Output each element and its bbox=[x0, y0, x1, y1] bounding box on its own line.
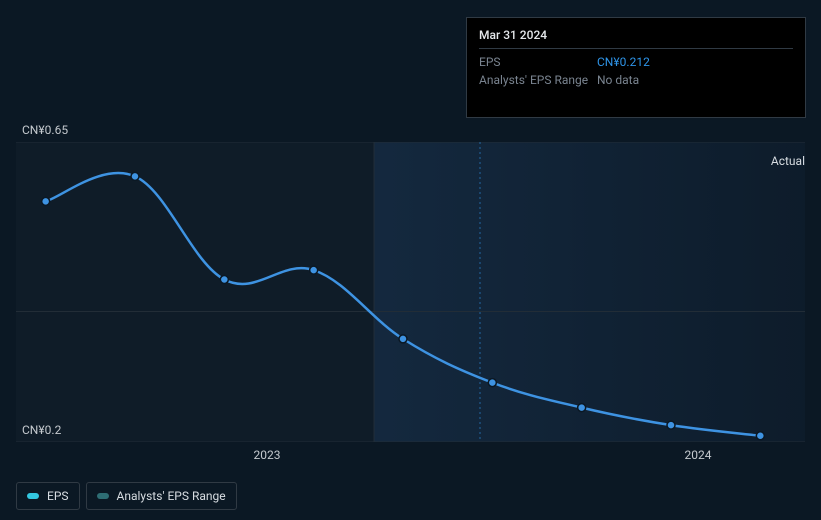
series-marker[interactable] bbox=[220, 276, 228, 284]
tooltip-row: EPSCN¥0.212 bbox=[479, 53, 793, 71]
x-axis-label: 2023 bbox=[254, 448, 281, 462]
series-marker[interactable] bbox=[667, 421, 675, 429]
chart-tooltip: Mar 31 2024 EPSCN¥0.212Analysts' EPS Ran… bbox=[466, 17, 806, 118]
legend-analysts-range[interactable]: Analysts' EPS Range bbox=[86, 482, 237, 510]
tooltip-row-label: EPS bbox=[479, 53, 597, 71]
series-marker[interactable] bbox=[131, 172, 139, 180]
series-marker[interactable] bbox=[488, 379, 496, 387]
legend-swatch-icon bbox=[27, 493, 39, 499]
series-marker[interactable] bbox=[42, 197, 50, 205]
chart-container: Actual Mar 31 2024 EPSCN¥0.212Analysts' … bbox=[0, 0, 821, 520]
tooltip-row: Analysts' EPS RangeNo data bbox=[479, 71, 793, 89]
region-label-actual: Actual bbox=[771, 154, 805, 168]
region-right bbox=[374, 142, 805, 442]
y-axis-label: CN¥0.2 bbox=[22, 423, 61, 437]
series-marker[interactable] bbox=[310, 266, 318, 274]
tooltip-row-label: Analysts' EPS Range bbox=[479, 71, 597, 89]
x-axis-label: 2024 bbox=[685, 448, 712, 462]
chart-legend: EPS Analysts' EPS Range bbox=[16, 482, 237, 510]
y-axis-label: CN¥0.65 bbox=[22, 123, 68, 137]
legend-item-label: EPS bbox=[47, 489, 69, 503]
legend-item-label: Analysts' EPS Range bbox=[117, 489, 226, 503]
series-marker[interactable] bbox=[399, 335, 407, 343]
series-marker[interactable] bbox=[578, 404, 586, 412]
tooltip-row-value: CN¥0.212 bbox=[597, 53, 650, 71]
region-left bbox=[16, 142, 374, 442]
line-chart bbox=[16, 142, 805, 442]
legend-eps[interactable]: EPS bbox=[16, 482, 80, 510]
series-marker[interactable] bbox=[756, 432, 764, 440]
tooltip-row-value: No data bbox=[597, 71, 639, 89]
tooltip-date: Mar 31 2024 bbox=[479, 26, 793, 49]
legend-swatch-icon bbox=[97, 493, 109, 499]
